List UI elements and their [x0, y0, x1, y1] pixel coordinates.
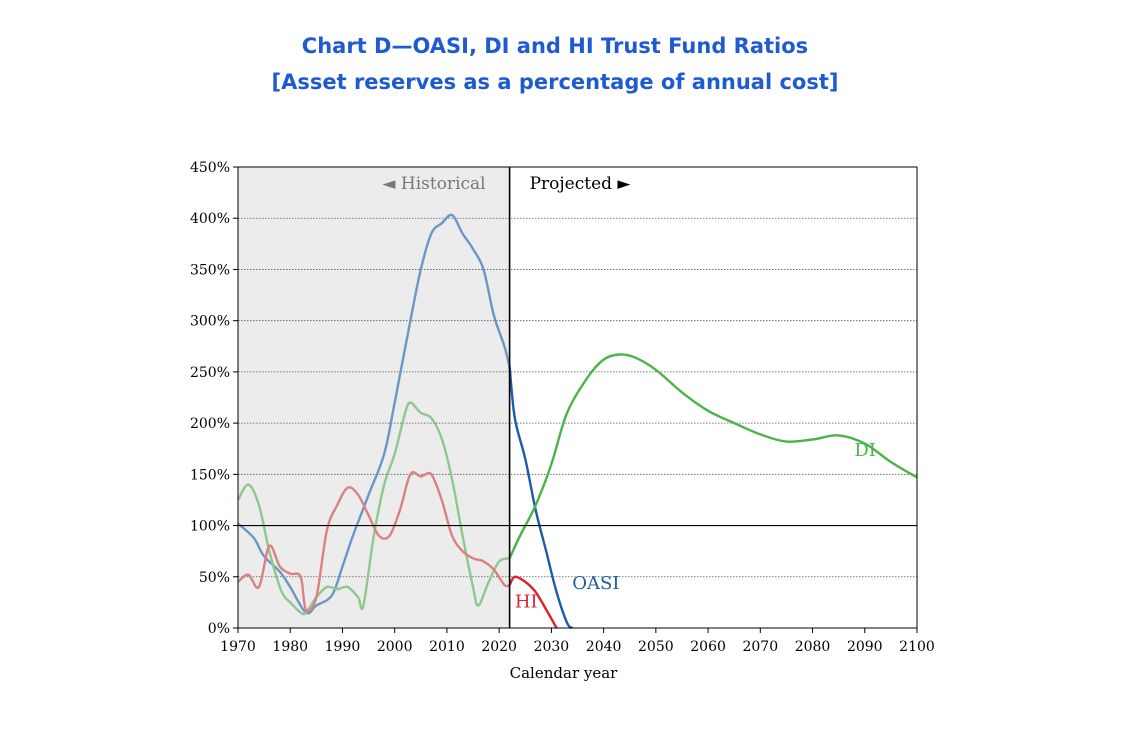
y-tick-label: 250%	[190, 365, 230, 381]
hi-series-label: HI	[515, 592, 538, 613]
historical-shade	[238, 167, 510, 628]
y-tick-label: 450%	[190, 160, 230, 176]
di-historical-line	[236, 401, 510, 616]
historical-label: ◄ Historical	[382, 174, 485, 194]
projected-label: Projected ►	[530, 174, 632, 194]
y-tick-label: 300%	[190, 314, 230, 330]
x-tick-label: 2030	[534, 639, 570, 655]
series-labels: OASI DI HI	[515, 440, 876, 613]
hi-projected-line	[508, 575, 558, 629]
x-tick-label: 2010	[429, 639, 465, 655]
y-axis-ticks: 0% 50% 100% 150% 200% 250% 300% 350% 400% 450%	[190, 160, 238, 637]
x-tick-label: 2070	[742, 639, 778, 655]
di-projected-line	[508, 353, 918, 559]
x-axis-label: Calendar year	[510, 664, 619, 682]
x-tick-label: 1970	[220, 639, 256, 655]
grid-lines	[238, 217, 917, 578]
x-tick-label: 2050	[638, 639, 674, 655]
y-tick-label: 0%	[208, 621, 230, 637]
x-tick-label: 2060	[690, 639, 726, 655]
x-axis-ticks: 1970 1980 1990 2000 2010 2020 2030 2040 2050 2060…	[220, 628, 935, 655]
x-tick-label: 1980	[272, 639, 308, 655]
x-tick-label: 1990	[325, 639, 361, 655]
x-tick-label: 2080	[795, 639, 831, 655]
oasi-projected-line	[508, 366, 574, 630]
x-tick-label: 2100	[899, 639, 935, 655]
chart-title: Chart D—OASI, DI and HI Trust Fund Ratio…	[301, 34, 809, 58]
chart-subtitle: [Asset reserves as a percentage of annua…	[271, 70, 839, 94]
y-tick-label: 50%	[199, 570, 230, 586]
di-series-label: DI	[854, 440, 876, 461]
y-tick-label: 200%	[190, 416, 230, 432]
x-tick-label: 2000	[377, 639, 413, 655]
x-tick-label: 2020	[481, 639, 517, 655]
x-tick-label: 2090	[847, 639, 883, 655]
y-tick-label: 150%	[190, 467, 230, 483]
x-tick-label: 2040	[586, 639, 622, 655]
y-tick-label: 350%	[190, 262, 230, 278]
chart-titles: Chart D—OASI, DI and HI Trust Fund Ratio…	[0, 30, 1110, 102]
y-tick-label: 100%	[190, 519, 230, 535]
oasi-series-label: OASI	[572, 573, 619, 594]
plot-frame	[237, 166, 918, 629]
oasi-historical-line	[237, 213, 511, 615]
y-tick-label: 400%	[190, 211, 230, 227]
